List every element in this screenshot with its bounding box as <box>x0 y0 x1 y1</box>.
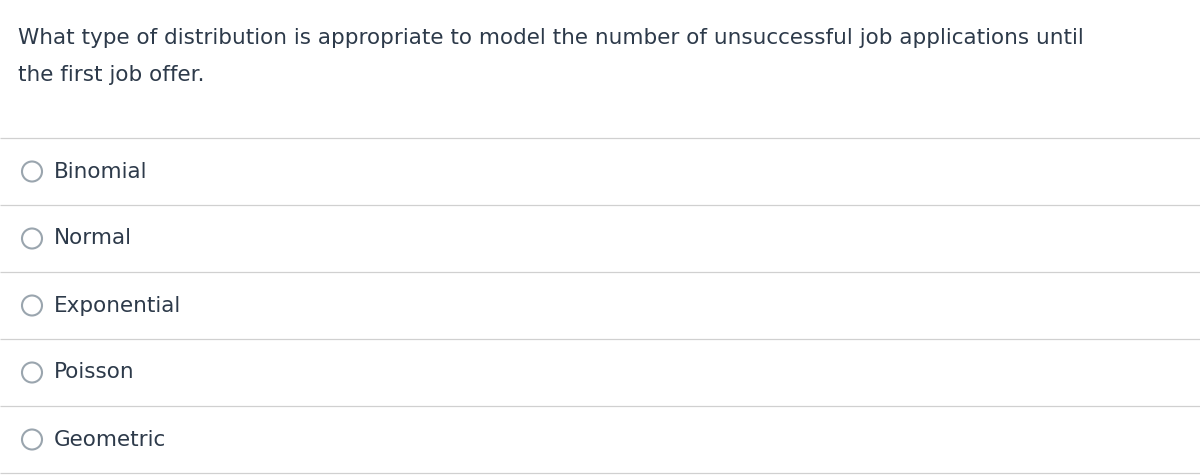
Text: What type of distribution is appropriate to model the number of unsuccessful job: What type of distribution is appropriate… <box>18 28 1084 48</box>
Text: Normal: Normal <box>54 228 132 248</box>
Text: Poisson: Poisson <box>54 363 134 383</box>
Text: Exponential: Exponential <box>54 296 181 316</box>
Text: the first job offer.: the first job offer. <box>18 65 204 85</box>
Text: Geometric: Geometric <box>54 429 167 449</box>
Text: Binomial: Binomial <box>54 161 148 181</box>
